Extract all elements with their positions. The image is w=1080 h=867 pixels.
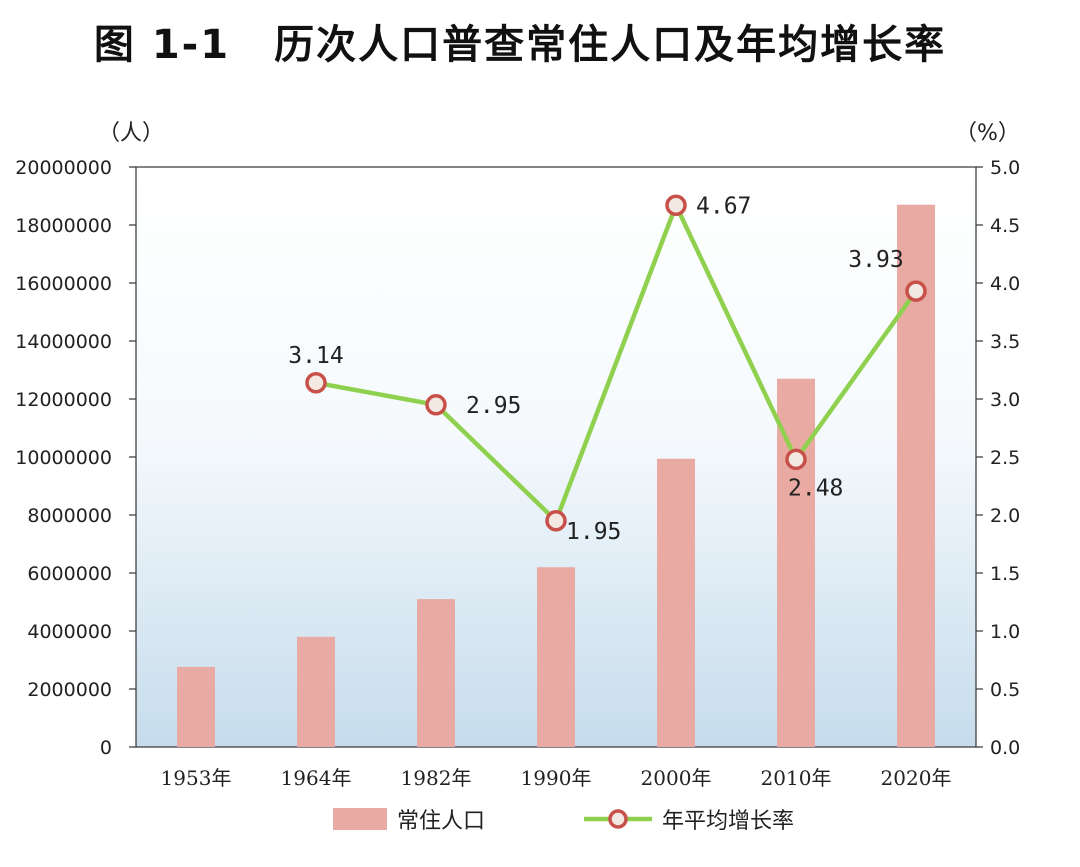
x-category-label: 1953年 xyxy=(161,766,232,790)
right-tick-label: 0.5 xyxy=(990,679,1020,701)
left-tick-label: 6000000 xyxy=(27,563,112,585)
bar-2000年 xyxy=(657,458,695,747)
growth-rate-marker xyxy=(785,448,807,471)
growth-rate-marker xyxy=(425,394,447,416)
left-tick-label: 16000000 xyxy=(15,273,112,295)
growth-rate-data-label: 2.48 xyxy=(788,475,843,501)
left-tick-label: 4000000 xyxy=(27,621,112,643)
left-tick-label: 8000000 xyxy=(27,505,112,527)
x-category-label: 2020年 xyxy=(881,766,952,790)
growth-rate-marker xyxy=(545,510,567,532)
right-tick-label: 1.5 xyxy=(990,563,1020,585)
growth-rate-marker xyxy=(905,280,927,302)
right-axis: 0.0 0.5 1.0 1.5 2.0 2.5 3.0 3.5 4.0 4.5 5.0 （%） xyxy=(955,121,1020,759)
legend: 常住人口 年平均增长率 xyxy=(333,808,794,834)
bar-1982年 xyxy=(417,599,455,747)
left-tick-label: 2000000 xyxy=(27,679,112,701)
growth-rate-data-label: 2.95 xyxy=(466,393,521,419)
x-category-label: 1982年 xyxy=(401,766,472,790)
x-category-label: 2010年 xyxy=(761,766,832,790)
bar-1990年 xyxy=(537,567,575,747)
figure-caption: 历次人口普查常住人口及年均增长率 xyxy=(274,22,947,68)
right-axis-unit: （%） xyxy=(955,121,1020,146)
figure-number: 图 1-1 xyxy=(93,22,231,68)
bar-1964年 xyxy=(297,636,335,747)
legend-label-population: 常住人口 xyxy=(397,809,485,834)
left-tick-label: 0 xyxy=(100,737,112,759)
growth-rate-data-label: 4.67 xyxy=(696,193,751,219)
bar-1953年 xyxy=(177,666,215,747)
legend-label-growth-rate: 年平均增长率 xyxy=(662,809,794,834)
right-tick-label: 4.5 xyxy=(990,215,1020,237)
growth-rate-data-label: 3.14 xyxy=(288,343,343,369)
line-series-growth-rate: 3.14 2.95 1.95 4.67 2.48 3.93 xyxy=(288,193,927,545)
growth-rate-marker xyxy=(305,372,327,394)
growth-rate-data-label: 3.93 xyxy=(848,247,903,273)
left-tick-label: 14000000 xyxy=(15,331,112,353)
x-category-label: 2000年 xyxy=(641,766,712,790)
right-tick-label: 3.0 xyxy=(990,389,1020,411)
right-tick-label: 0.0 xyxy=(990,737,1020,759)
left-tick-label: 18000000 xyxy=(15,215,112,237)
chart-title: 图 1-1 历次人口普查常住人口及年均增长率 xyxy=(0,12,1040,70)
left-tick-label: 20000000 xyxy=(15,157,112,179)
right-tick-label: 5.0 xyxy=(990,157,1020,179)
x-axis: 1953年 1964年 1982年 1990年 2000年 2010年 2020年 xyxy=(161,766,952,790)
right-tick-label: 2.0 xyxy=(990,505,1020,527)
legend-marker-growth-rate xyxy=(608,809,628,829)
left-axis-unit: （人） xyxy=(98,121,164,146)
right-tick-label: 2.5 xyxy=(990,447,1020,469)
left-axis: 0 2000000 4000000 6000000 8000000 10000000 120… xyxy=(15,121,164,759)
growth-rate-line xyxy=(315,203,918,524)
growth-rate-marker xyxy=(665,194,687,217)
growth-rate-data-label: 1.95 xyxy=(566,519,621,545)
right-tick-label: 3.5 xyxy=(990,331,1020,353)
left-tick-label: 10000000 xyxy=(15,447,112,469)
right-tick-label: 4.0 xyxy=(990,273,1020,295)
left-tick-label: 12000000 xyxy=(15,389,112,411)
x-category-label: 1990年 xyxy=(521,766,592,790)
right-tick-label: 1.0 xyxy=(990,621,1020,643)
legend-swatch-population xyxy=(333,808,387,830)
x-category-label: 1964年 xyxy=(281,766,352,790)
